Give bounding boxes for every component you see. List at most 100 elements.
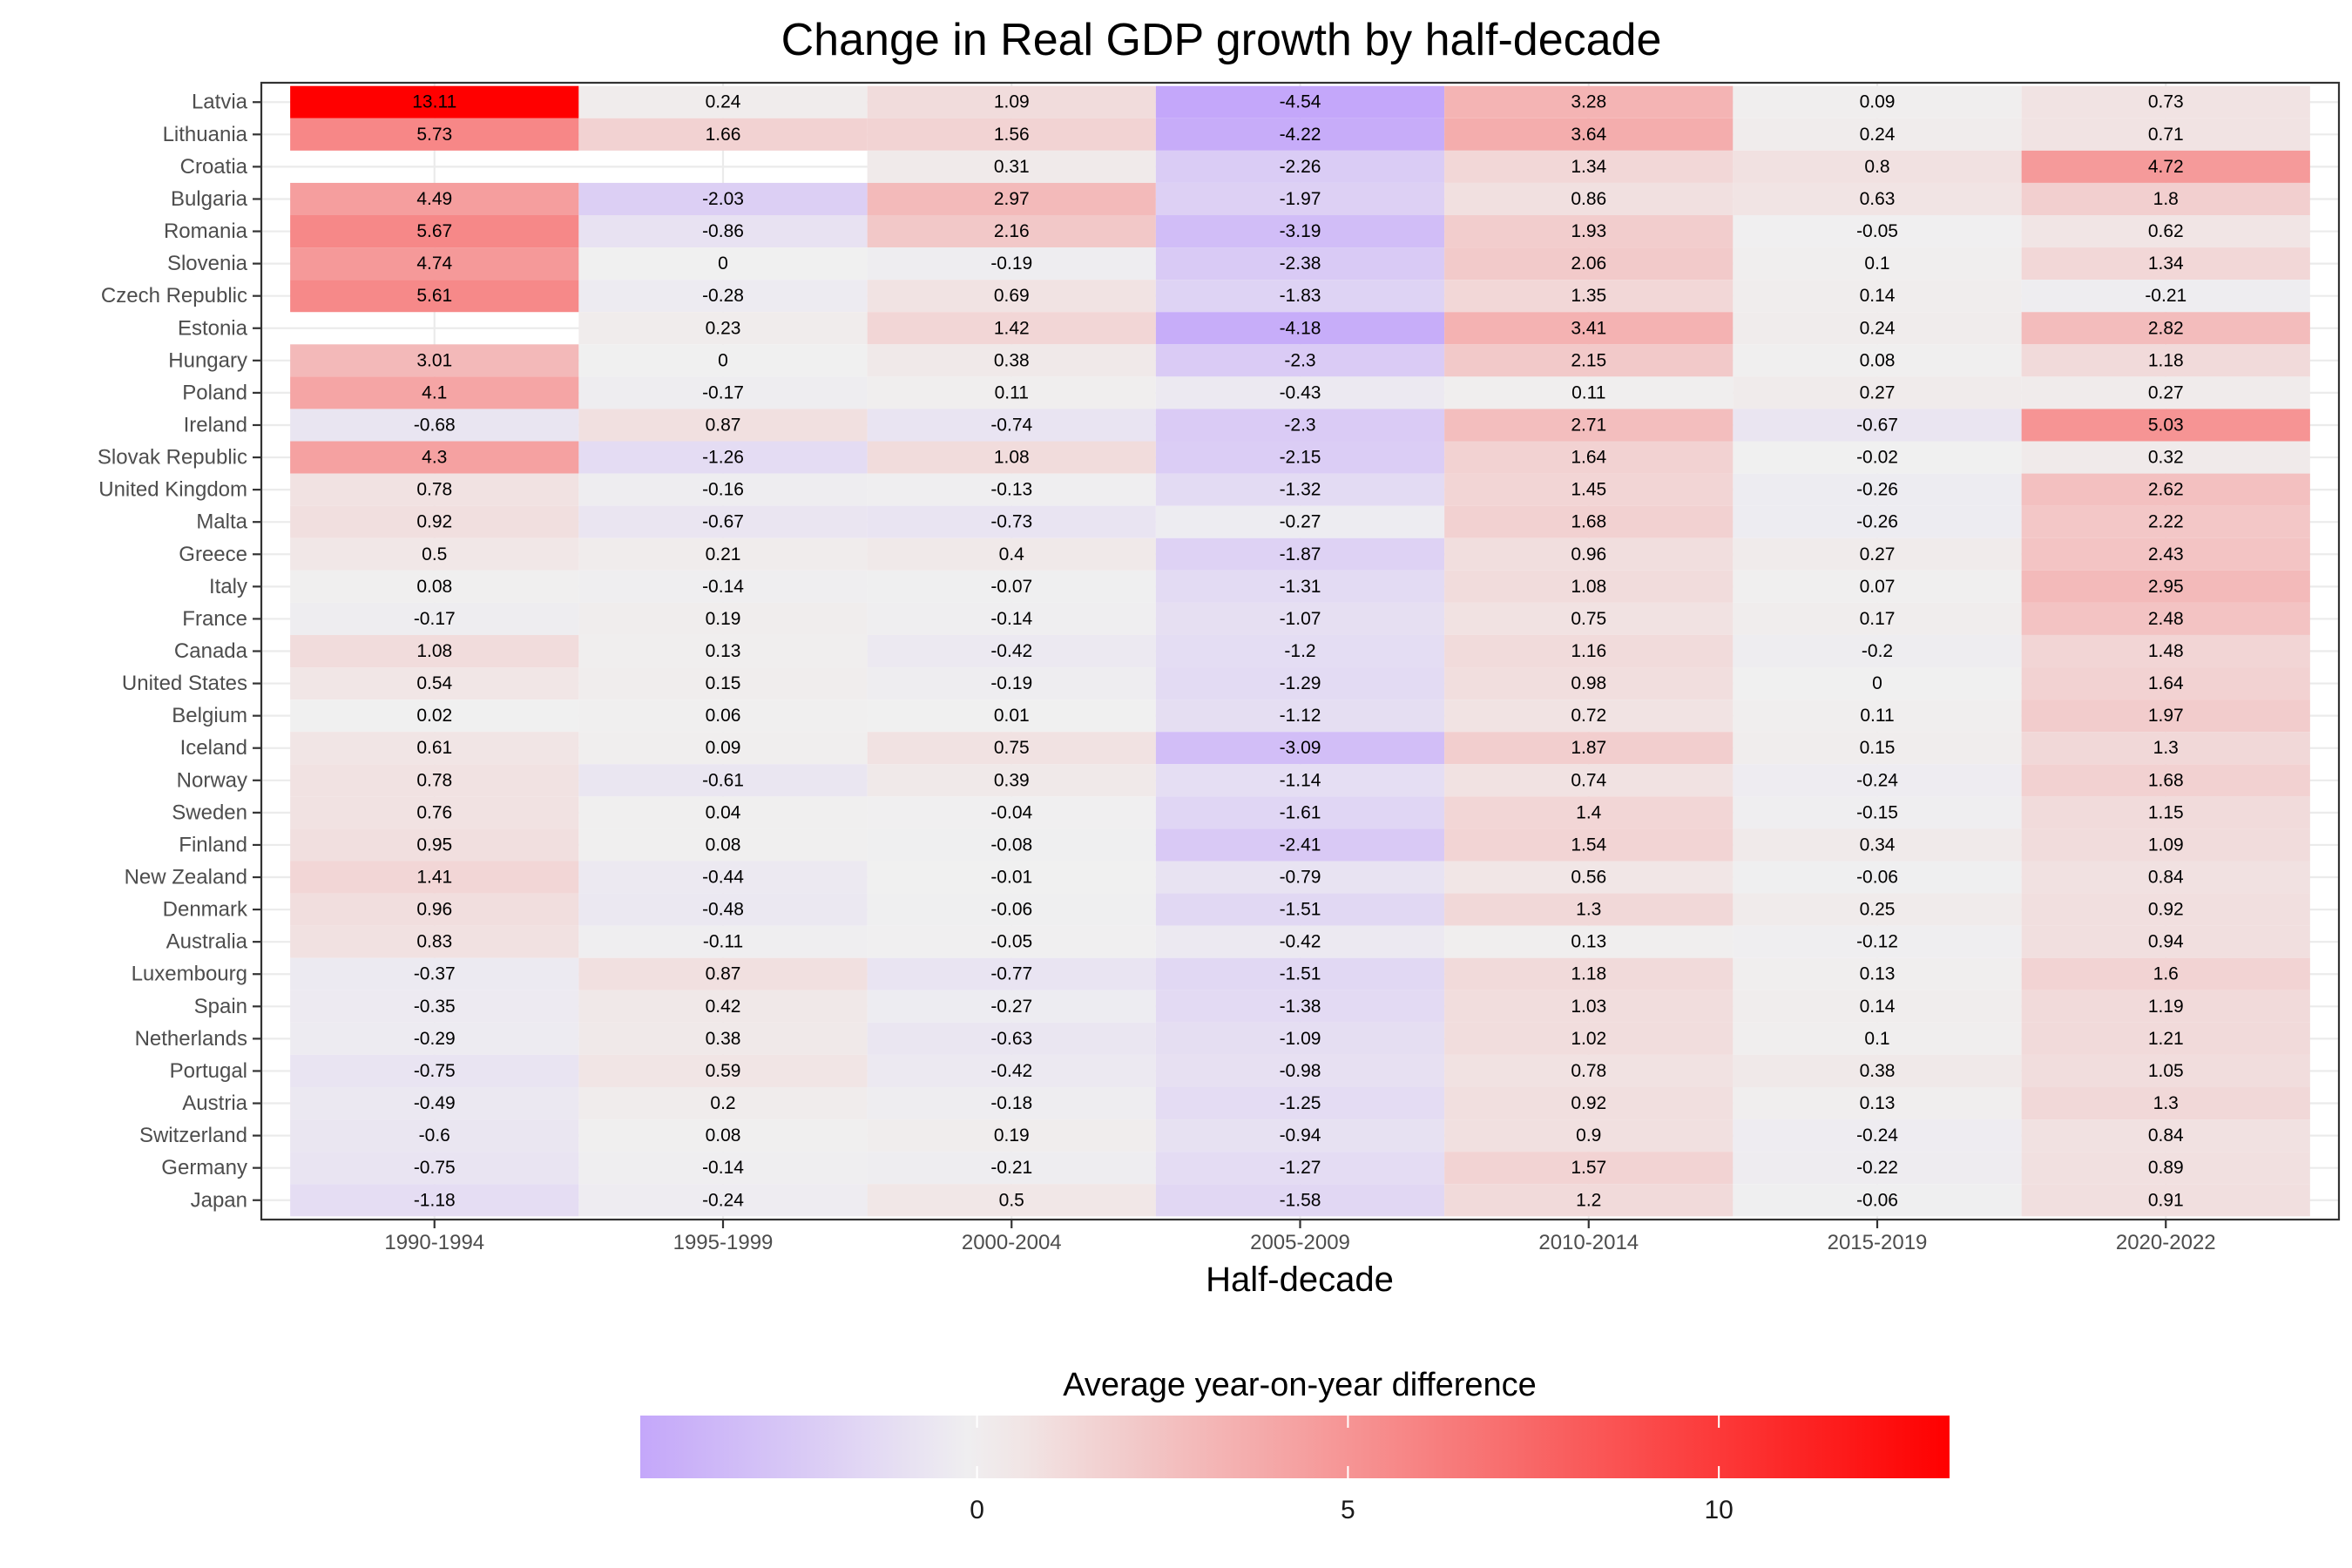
heatmap-cell: [1155, 602, 1445, 635]
heatmap-cell: [867, 1184, 1156, 1217]
cell-value-label: 0.15: [1860, 738, 1896, 758]
cell-value-label: 0.31: [994, 157, 1030, 177]
y-tick-label: United Kingdom: [98, 478, 247, 502]
cell-value-label: 0.08: [1860, 350, 1896, 370]
heatmap-cell: [1155, 1054, 1445, 1087]
cell-value-label: 1.4: [1576, 802, 1602, 822]
colorbar-tick-label: 0: [970, 1496, 984, 1524]
heatmap-cell: [1733, 796, 2022, 829]
heatmap-cell: [1155, 182, 1445, 216]
cell-value-label: -0.19: [990, 253, 1032, 274]
heatmap-cell: [578, 764, 868, 797]
heatmap-cell: [1155, 1152, 1445, 1185]
cell-value-label: 1.05: [2148, 1061, 2184, 1081]
cell-value-label: 0.78: [416, 770, 452, 790]
heatmap-cell: [1155, 150, 1445, 183]
heatmap-cell: [867, 1152, 1156, 1185]
cell-value-label: 1.08: [1571, 577, 1606, 597]
heatmap-cell: [1155, 796, 1445, 829]
heatmap-cell: [578, 1086, 868, 1120]
heatmap-cell: [2021, 1119, 2310, 1152]
cell-value-label: 0.14: [1860, 997, 1896, 1017]
cell-value-label: -1.09: [1280, 1029, 1321, 1049]
cell-value-label: -4.18: [1280, 318, 1321, 338]
cell-value-label: -0.79: [1280, 868, 1321, 888]
cell-value-label: 1.03: [1571, 997, 1606, 1017]
cell-value-label: -0.75: [414, 1158, 456, 1178]
cell-value-label: 1.6: [2153, 964, 2179, 984]
cell-value-label: 4.3: [422, 448, 447, 468]
heatmap-cell: [867, 1054, 1156, 1087]
cell-value-label: -1.51: [1280, 964, 1321, 984]
chart-title: Change in Real GDP growth by half-decade: [781, 15, 1662, 65]
cell-value-label: 0.78: [1571, 1061, 1606, 1081]
heatmap-cell: [1444, 215, 1734, 248]
heatmap-cell: [290, 247, 579, 280]
heatmap-cell: [1444, 409, 1734, 442]
heatmap-cell: [1444, 957, 1734, 990]
heatmap-cell: [290, 85, 579, 118]
cell-value-label: 1.02: [1571, 1029, 1606, 1049]
cell-value-label: -1.32: [1280, 480, 1321, 500]
cell-value-label: 0.06: [706, 706, 741, 726]
cell-value-label: 0.24: [1860, 125, 1896, 145]
heatmap-cell: [1444, 247, 1734, 280]
cell-value-label: -0.06: [990, 900, 1032, 920]
heatmap-cell: [290, 215, 579, 248]
y-tick-label: Japan: [191, 1188, 247, 1212]
y-tick-label: Slovak Republic: [98, 446, 247, 470]
cell-value-label: 0.94: [2148, 932, 2184, 952]
x-tick-label: 1995-1999: [673, 1231, 774, 1254]
heatmap-cell: [578, 344, 868, 377]
heatmap-cell: [867, 667, 1156, 700]
cell-value-label: 2.82: [2148, 318, 2184, 338]
cell-value-label: 0.07: [1860, 577, 1896, 597]
cell-value-label: 1.64: [2148, 673, 2184, 693]
heatmap-cell: [1733, 409, 2022, 442]
heatmap-cell: [290, 634, 579, 668]
cell-value-label: -1.14: [1280, 770, 1321, 790]
cell-value-label: 0.27: [1860, 544, 1896, 564]
heatmap-cell: [2021, 1054, 2310, 1087]
x-tick-label: 2020-2022: [2116, 1231, 2216, 1254]
heatmap-cell: [1155, 828, 1445, 862]
heatmap-cell: [1733, 732, 2022, 765]
cell-value-label: -0.17: [702, 382, 744, 402]
heatmap-cell: [1444, 667, 1734, 700]
heatmap-cell: [578, 990, 868, 1023]
cell-value-label: 0.38: [994, 350, 1030, 370]
cell-value-label: 0.13: [706, 641, 741, 661]
cell-value-label: -2.3: [1284, 415, 1315, 435]
heatmap-cell: [867, 85, 1156, 118]
heatmap-cell: [2021, 893, 2310, 926]
heatmap-cell: [1733, 505, 2022, 538]
cell-value-label: 1.8: [2153, 189, 2179, 209]
heatmap-cell: [1155, 473, 1445, 506]
cell-value-label: 0.23: [706, 318, 741, 338]
heatmap-cell: [578, 602, 868, 635]
heatmap-cell: [867, 893, 1156, 926]
heatmap-cell: [1155, 118, 1445, 151]
cell-value-label: 1.45: [1571, 480, 1606, 500]
heatmap-cell: [290, 182, 579, 216]
heatmap-cell: [578, 215, 868, 248]
cell-value-label: 0: [718, 253, 728, 274]
heatmap-cell: [1733, 1054, 2022, 1087]
heatmap-cell: [578, 796, 868, 829]
cell-value-label: 0.75: [994, 738, 1030, 758]
cell-value-label: 1.35: [1571, 286, 1606, 306]
y-tick-label: United States: [122, 672, 247, 695]
heatmap-cell: [2021, 280, 2310, 313]
cell-value-label: 0.87: [706, 964, 741, 984]
cell-value-label: 0.74: [1571, 770, 1606, 790]
cell-value-label: 0.38: [1860, 1061, 1896, 1081]
cell-value-label: -1.26: [702, 448, 744, 468]
y-tick-label: Poland: [182, 381, 247, 404]
heatmap-cell: [1733, 150, 2022, 183]
y-tick-label: Switzerland: [139, 1124, 247, 1147]
heatmap-cell: [290, 1152, 579, 1185]
y-tick-label: Spain: [194, 995, 247, 1018]
heatmap-cell: [1155, 85, 1445, 118]
y-tick-label: Iceland: [180, 736, 247, 760]
cell-value-label: -0.43: [1280, 382, 1321, 402]
